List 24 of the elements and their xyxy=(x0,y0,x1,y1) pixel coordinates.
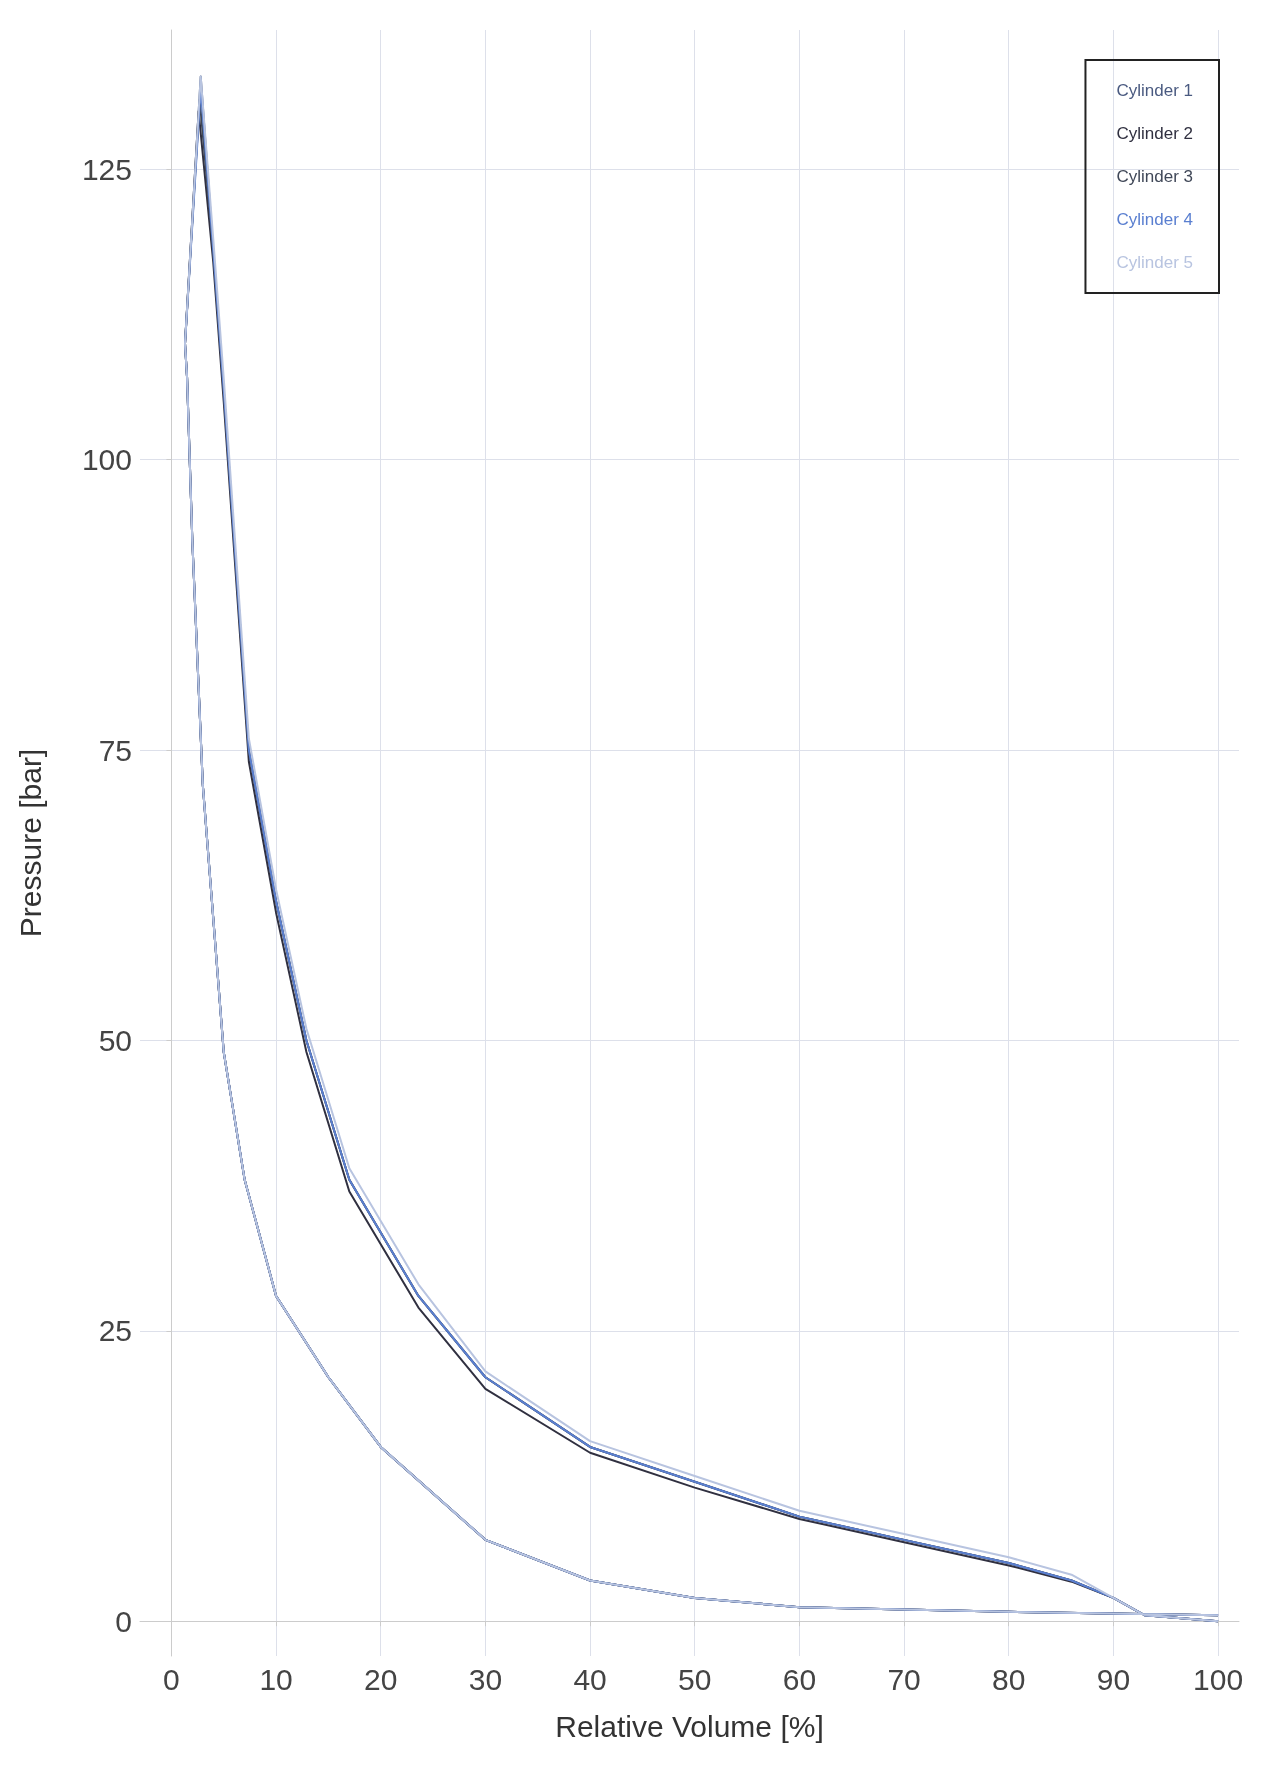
text: Cylinder 4 xyxy=(1116,210,1194,229)
x-tick-label: 0 xyxy=(163,1662,180,1696)
x-tick-label: 40 xyxy=(573,1662,607,1696)
text: Cylinder 2 xyxy=(1116,124,1194,143)
x-tick-label: 10 xyxy=(259,1662,293,1696)
text: Cylinder 5 xyxy=(1116,253,1194,272)
y-tick-label: 100 xyxy=(81,443,132,477)
x-tick-label: 80 xyxy=(992,1662,1026,1696)
x-tick-label: 60 xyxy=(782,1662,817,1696)
x-tick-label: 30 xyxy=(468,1662,503,1696)
text: Cylinder 1 xyxy=(1116,81,1194,100)
x-axis-title: Relative Volume [%] xyxy=(555,1709,824,1743)
y-axis-title: Pressure [bar] xyxy=(13,748,47,938)
y-tick-label: 125 xyxy=(81,152,132,186)
y-tick-label: 25 xyxy=(98,1314,132,1348)
y-tick-label: 75 xyxy=(98,733,132,767)
text: Cylinder 3 xyxy=(1116,167,1194,186)
x-tick-label: 100 xyxy=(1193,1662,1244,1696)
x-tick-label: 70 xyxy=(887,1662,921,1696)
y-tick-label: 50 xyxy=(98,1023,132,1057)
y-tick-label: 0 xyxy=(115,1604,132,1638)
x-tick-label: 20 xyxy=(364,1662,398,1696)
x-tick-label: 90 xyxy=(1096,1662,1131,1696)
x-tick-label: 50 xyxy=(678,1662,712,1696)
